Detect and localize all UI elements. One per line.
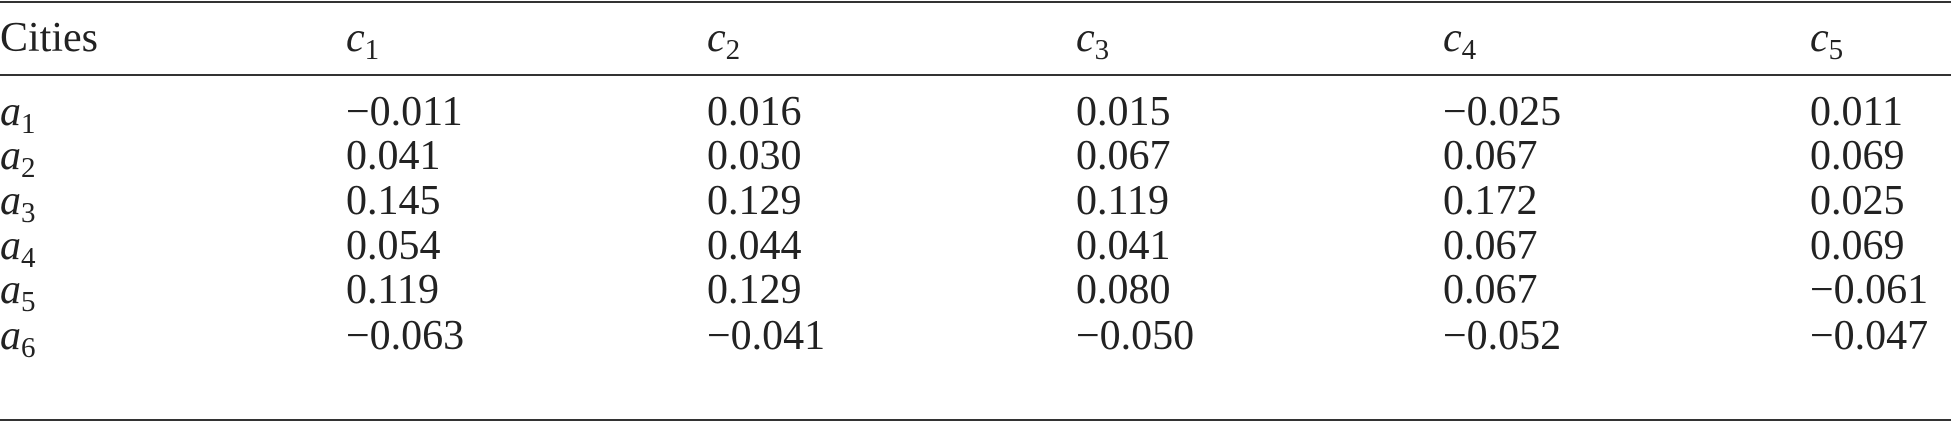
symbol: c: [1443, 15, 1462, 61]
value-cell: 0.041: [1076, 223, 1171, 269]
symbol: a: [0, 89, 21, 135]
bottom-rule: [0, 419, 1951, 421]
value-cell: −0.050: [1076, 313, 1195, 359]
header-cell: c1: [346, 16, 379, 72]
value-cell: 0.069: [1810, 133, 1905, 179]
symbol: c: [707, 15, 726, 61]
value-cell: 0.067: [1443, 267, 1538, 313]
header-cell: Cities: [0, 15, 99, 61]
value-cell: 0.067: [1443, 133, 1538, 179]
symbol: c: [346, 15, 365, 61]
header-cell: c3: [1076, 16, 1109, 72]
value-cell: −0.052: [1443, 313, 1562, 359]
subscript: 3: [1094, 34, 1110, 66]
value-cell: 0.067: [1076, 133, 1171, 179]
value-cell: 0.172: [1443, 178, 1538, 224]
row-label: a2: [0, 134, 36, 190]
value-cell: 0.145: [346, 178, 441, 224]
value-cell: 0.025: [1810, 178, 1905, 224]
subscript: 2: [21, 152, 36, 184]
row-label: a4: [0, 224, 36, 280]
value-cell: −0.011: [346, 89, 463, 135]
header-cell: c2: [707, 16, 740, 72]
subscript: 1: [364, 34, 380, 66]
value-cell: −0.061: [1810, 267, 1929, 313]
value-cell: 0.129: [707, 178, 802, 224]
symbol: a: [0, 133, 21, 179]
value-cell: 0.129: [707, 267, 802, 313]
value-cell: 0.030: [707, 133, 802, 179]
subscript: 6: [21, 332, 36, 364]
symbol: c: [1076, 15, 1095, 61]
subscript: 3: [21, 197, 36, 229]
value-cell: 0.054: [346, 223, 441, 269]
value-cell: 0.067: [1443, 223, 1538, 269]
value-cell: 0.015: [1076, 89, 1171, 135]
value-cell: 0.011: [1810, 89, 1903, 135]
value-cell: −0.063: [346, 313, 465, 359]
header-cell: c5: [1810, 16, 1843, 72]
symbol: a: [0, 223, 21, 269]
subscript: 1: [21, 108, 36, 140]
subscript: 4: [21, 242, 36, 274]
value-cell: 0.044: [707, 223, 802, 269]
value-cell: 0.016: [707, 89, 802, 135]
row-label: a5: [0, 268, 36, 324]
value-cell: 0.119: [346, 267, 439, 313]
value-cell: 0.069: [1810, 223, 1905, 269]
top-rule: [0, 1, 1951, 3]
row-label: a6: [0, 314, 36, 370]
subscript: 5: [21, 286, 36, 318]
header-rule: [0, 74, 1951, 76]
header-cell: c4: [1443, 16, 1476, 72]
subscript: 2: [725, 34, 741, 66]
symbol: a: [0, 313, 21, 359]
value-cell: −0.047: [1810, 313, 1929, 359]
value-cell: 0.080: [1076, 267, 1171, 313]
value-cell: 0.119: [1076, 178, 1169, 224]
symbol: a: [0, 267, 21, 313]
subscript: 5: [1828, 34, 1844, 66]
row-label: a3: [0, 179, 36, 235]
symbol: c: [1810, 15, 1829, 61]
subscript: 4: [1461, 34, 1477, 66]
symbol: a: [0, 178, 21, 224]
value-cell: −0.041: [707, 313, 826, 359]
value-cell: 0.041: [346, 133, 441, 179]
value-cell: −0.025: [1443, 89, 1562, 135]
row-label: a1: [0, 90, 36, 146]
